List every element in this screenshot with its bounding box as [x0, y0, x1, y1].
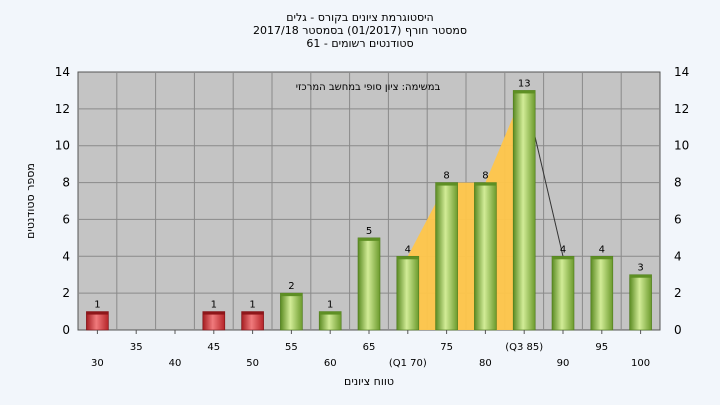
y-tick-label-right: 4	[674, 249, 682, 263]
data-label-60: 1	[327, 300, 333, 311]
bar-cap-30	[86, 311, 109, 315]
x-tick-label: (Q1 70)	[389, 358, 427, 369]
data-label-layer: 1 1 1 2 1 5 4 8 8 13 4 4 3	[94, 78, 644, 310]
bar-cap-55	[280, 293, 303, 297]
x-tick-label: 90	[557, 358, 570, 369]
bar-cap-85	[513, 90, 536, 94]
bar-75	[435, 182, 458, 331]
data-label-30: 1	[94, 300, 100, 311]
bar-cap-70	[396, 256, 419, 260]
y-tick-label-left: 8	[62, 176, 70, 190]
data-label-95: 4	[599, 244, 605, 255]
x-tick-label: 30	[91, 358, 104, 369]
bar-cap-100	[629, 274, 652, 278]
bar-cap-75	[435, 182, 458, 186]
y-tick-label-left: 6	[62, 212, 70, 226]
y-tick-label-right: 12	[674, 102, 689, 116]
data-label-80: 8	[482, 171, 488, 182]
x-tick-label: 55	[285, 342, 298, 353]
bar-90	[551, 255, 575, 331]
x-tick-label: 65	[363, 342, 376, 353]
x-tick-label: 50	[246, 358, 259, 369]
bar-55	[280, 292, 303, 331]
bar-cap-90	[552, 256, 574, 260]
chart-title-line-2: 2017/18 סמסטר חורף (01/2017) בסמסטר	[253, 24, 467, 37]
bar-65	[357, 237, 381, 331]
x-tick-label: (Q3 85)	[505, 342, 543, 353]
y-tick-label-right: 0	[674, 323, 682, 337]
x-axis-label: טווח ציונים	[344, 375, 394, 388]
x-tick-label: 45	[207, 342, 220, 353]
bar-cap-45	[202, 311, 225, 315]
data-label-55: 2	[288, 281, 294, 292]
chart-title-line-1: היסטוגרמת ציונים בקורס - גלים	[286, 11, 434, 24]
chart-title-line-3: 61 - סטודנטים רשומים	[306, 37, 414, 50]
y-tick-label-right: 6	[674, 212, 682, 226]
y-tick-label-left: 10	[55, 139, 70, 153]
x-tick-label: 60	[324, 358, 337, 369]
data-label-45: 1	[211, 300, 217, 311]
data-label-70: 4	[405, 244, 411, 255]
y-tick-label-left: 2	[62, 286, 70, 300]
bar-95	[590, 255, 614, 331]
y-tick-label-left: 0	[62, 323, 70, 337]
x-tick-label: 80	[479, 358, 492, 369]
bar-cap-50	[241, 311, 264, 315]
y-tick-label-right: 10	[674, 139, 689, 153]
data-label-100: 3	[637, 263, 643, 274]
y-tick-label-left: 12	[55, 102, 70, 116]
y-axis-label: מספר סטודנטים	[24, 163, 37, 239]
data-label-90: 4	[560, 244, 566, 255]
bar-70	[396, 255, 420, 331]
bar-100	[629, 274, 652, 331]
bar-80	[474, 182, 497, 331]
y-tick-label-right: 8	[674, 176, 682, 190]
data-label-75: 8	[443, 171, 449, 182]
x-tick-label: 75	[440, 342, 453, 353]
x-tick-label: 40	[169, 358, 182, 369]
bar-cap-80	[474, 182, 497, 186]
y-tick-label-right: 2	[674, 286, 682, 300]
x-tick-label: 95	[595, 342, 608, 353]
data-label-50: 1	[249, 300, 255, 311]
chart-annotation: במשימה: ציון סופי במחשב המרכזי	[296, 82, 441, 93]
bar-cap-65	[358, 237, 380, 241]
bar-layer	[86, 90, 652, 331]
bar-cap-60	[319, 311, 342, 315]
y-tick-label-left: 4	[62, 249, 70, 263]
bar-85	[512, 90, 536, 331]
y-tick-label-left: 14	[55, 65, 70, 79]
y-tick-label-right: 14	[674, 65, 689, 79]
x-tick-label: 100	[631, 358, 650, 369]
x-tick-label: 35	[130, 342, 143, 353]
bar-cap-95	[590, 256, 613, 260]
data-label-85: 13	[518, 78, 531, 89]
data-label-65: 5	[366, 226, 372, 237]
